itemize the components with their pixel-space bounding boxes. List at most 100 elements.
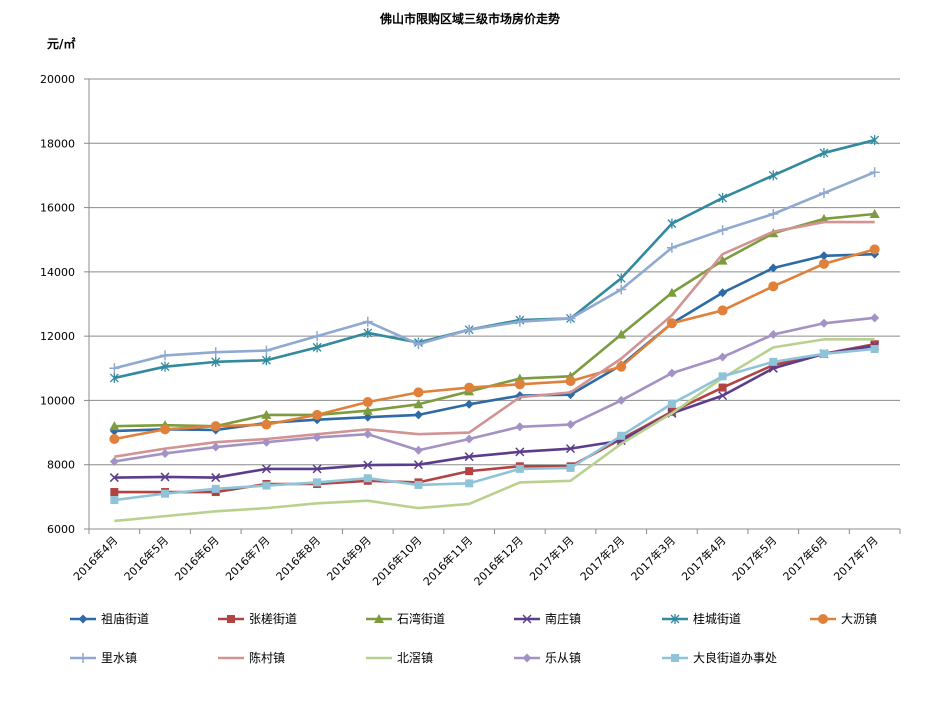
data-point	[666, 318, 677, 329]
data-point	[565, 313, 576, 324]
data-point	[818, 213, 829, 223]
data-point	[211, 356, 221, 367]
data-point	[261, 409, 272, 419]
data-point	[464, 324, 475, 335]
data-point	[210, 347, 221, 358]
data-point	[717, 255, 728, 265]
legend-item: 石湾街道	[366, 611, 445, 626]
data-point	[818, 188, 829, 199]
data-point	[819, 349, 828, 358]
legend-item: 乐从镇	[514, 651, 581, 665]
unit-label: 元/㎡	[47, 36, 75, 51]
data-point	[617, 431, 626, 440]
x-tick-label: 2017年5月	[729, 533, 779, 583]
data-point	[363, 460, 373, 470]
data-point	[262, 481, 271, 490]
data-point	[261, 437, 271, 447]
data-point	[464, 452, 474, 462]
series-line	[114, 220, 875, 458]
chart-title: 佛山市限购区域三级市场房价走势	[379, 11, 560, 26]
data-point	[109, 473, 119, 483]
data-point	[160, 424, 171, 435]
x-tick-label: 2016年10月	[369, 533, 424, 588]
data-point	[312, 464, 322, 474]
data-point	[363, 327, 373, 338]
series-8	[114, 220, 875, 458]
series-line	[114, 316, 875, 463]
legend-item: 桂城街道	[662, 611, 741, 626]
data-point	[464, 382, 475, 393]
gridlines	[89, 78, 900, 466]
legend-label: 南庄镇	[545, 611, 581, 626]
data-point	[565, 376, 576, 387]
legend-label: 张槎街道	[249, 611, 297, 626]
x-tick-label: 2016年11月	[420, 533, 475, 588]
series-10	[109, 313, 880, 466]
x-tick-label: 2017年1月	[526, 533, 576, 583]
data-point	[514, 379, 525, 390]
series-3	[109, 209, 880, 431]
legend-label: 北滘镇	[397, 651, 433, 665]
legend-item: 里水镇	[70, 651, 137, 665]
data-point	[211, 473, 221, 483]
data-point	[362, 397, 373, 408]
data-point	[413, 387, 424, 398]
axes	[84, 78, 901, 534]
data-point	[413, 445, 423, 455]
data-point	[363, 412, 373, 422]
data-point	[515, 422, 525, 432]
legend-item: 陈村镇	[218, 650, 285, 665]
legend-item: 张槎街道	[218, 611, 297, 626]
legend-label: 乐从镇	[545, 651, 581, 665]
data-point	[160, 350, 171, 361]
data-point	[109, 421, 120, 431]
data-point	[313, 478, 322, 487]
data-point	[717, 305, 728, 316]
data-point	[362, 316, 373, 327]
legend-label: 陈村镇	[249, 650, 285, 665]
y-tick-label: 14000	[40, 266, 75, 279]
data-point	[464, 434, 474, 444]
data-point	[413, 339, 424, 350]
data-point	[414, 480, 423, 489]
data-point	[515, 464, 524, 473]
data-point	[211, 442, 221, 452]
data-point	[312, 331, 323, 342]
data-point	[870, 135, 880, 146]
y-axis-ticks: 6000 8000 10000 12000 14000 16000 18000 20000	[40, 73, 75, 536]
data-point	[210, 421, 221, 432]
data-point	[667, 218, 677, 229]
data-point	[616, 273, 626, 284]
y-tick-label: 10000	[40, 394, 75, 407]
series-line	[114, 252, 875, 433]
data-point	[566, 444, 576, 454]
data-point	[667, 399, 676, 408]
data-point	[718, 192, 728, 203]
x-tick-label: 2016年5月	[121, 533, 171, 583]
series-1	[109, 249, 880, 436]
series-9	[114, 338, 875, 523]
data-point	[718, 352, 728, 362]
data-point	[666, 287, 677, 297]
series-line	[114, 171, 876, 370]
y-tick-label: 6000	[47, 523, 75, 536]
data-point	[616, 329, 627, 339]
legend-marker	[522, 653, 532, 663]
data-point	[566, 420, 576, 430]
data-point	[667, 368, 677, 378]
data-point	[566, 463, 575, 472]
data-point	[819, 147, 829, 158]
data-point	[261, 345, 272, 356]
data-point	[718, 391, 728, 401]
data-point	[261, 355, 271, 366]
series-group	[109, 135, 880, 523]
data-point	[413, 460, 423, 470]
data-point	[768, 263, 778, 273]
data-point	[465, 467, 474, 476]
series-5	[109, 135, 880, 383]
series-line	[114, 347, 875, 502]
legend-marker	[670, 614, 680, 624]
data-point	[870, 345, 879, 353]
